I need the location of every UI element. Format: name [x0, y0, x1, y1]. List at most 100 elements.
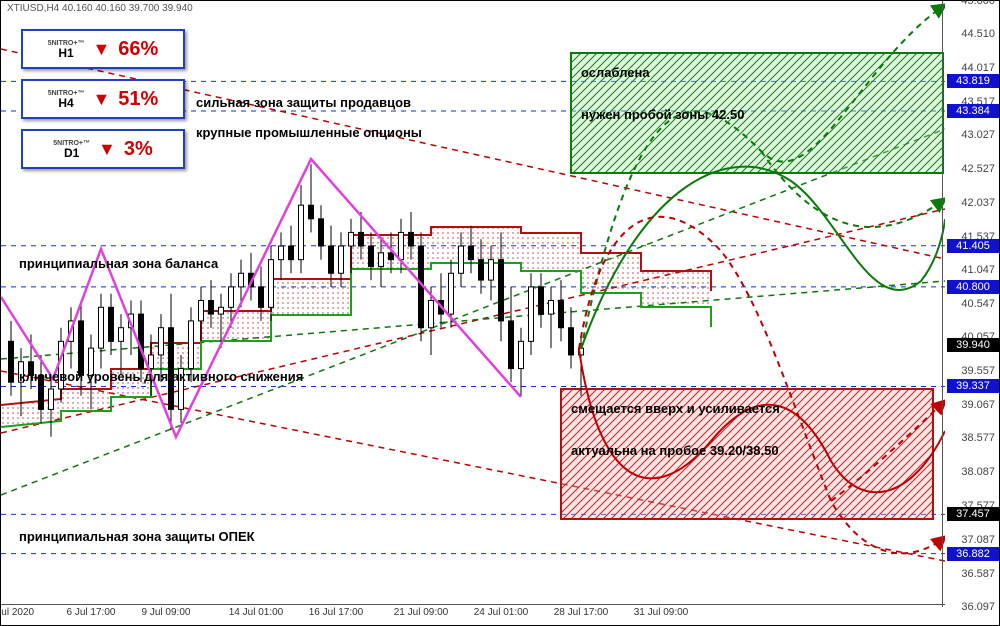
candle-body [209, 300, 214, 314]
x-tick: 14 Jul 01:00 [229, 607, 284, 618]
candle-body [349, 232, 354, 246]
candle-body [509, 321, 514, 369]
x-tick: 24 Jul 01:00 [474, 607, 529, 618]
candle-body [449, 273, 454, 314]
y-tick: 36.097 [943, 601, 999, 613]
annotation-text: сильная зона защиты продавцов [196, 95, 411, 110]
candle-body [189, 321, 194, 369]
indicator-percent: 66% [118, 38, 158, 61]
x-tick: 21 Jul 09:00 [394, 607, 449, 618]
candle-body [219, 307, 224, 314]
candle-body [99, 307, 104, 348]
annotation-text: ключевой уровень для активного снижения [19, 369, 303, 384]
y-tick: 45.000 [943, 0, 999, 7]
x-tick: 16 Jul 17:00 [309, 607, 364, 618]
candle-body [479, 260, 484, 280]
y-tick: 40.547 [943, 298, 999, 310]
zoneGreen-label: нужен пробой зоны 42.50 [581, 107, 744, 122]
candle-body [299, 205, 304, 259]
y-tick: 42.527 [943, 163, 999, 175]
candle-body [309, 205, 314, 219]
price-label: 43.819 [947, 74, 999, 88]
candle-body [79, 321, 84, 375]
candle-body [519, 341, 524, 368]
candle-body [319, 219, 324, 246]
candle-body [339, 246, 344, 273]
y-tick: 44.017 [943, 62, 999, 74]
zoneRed-label: смещается вверх и усиливается [571, 401, 780, 416]
candle-body [469, 246, 474, 260]
x-tick: 28 Jul 17:00 [554, 607, 609, 618]
x-tick: 9 Jul 09:00 [142, 607, 191, 618]
candle-body [529, 287, 534, 341]
candle-body [409, 232, 414, 246]
candle-body [259, 287, 264, 307]
candle-body [139, 314, 144, 368]
plot-area[interactable]: XTIUSD,H4 40.160 40.160 39.700 39.940 5N… [1, 1, 945, 607]
candle-body [109, 307, 114, 341]
price-label: 39.337 [947, 379, 999, 393]
candle-body [49, 389, 54, 409]
timeframe-label: 5NITRO+™H1 [48, 40, 85, 59]
y-tick: 38.577 [943, 432, 999, 444]
price-label: 40.800 [947, 280, 999, 294]
candle-body [229, 287, 234, 307]
timeframe-label: 5NITRO+™D1 [53, 140, 90, 159]
y-axis: 45.00044.51044.01743.51743.02742.52742.0… [942, 1, 999, 607]
candle-body [559, 300, 564, 327]
indicator-percent: 51% [118, 88, 158, 111]
price-label: 43.384 [947, 104, 999, 118]
chart-header: XTIUSD,H4 40.160 40.160 39.700 39.940 [7, 3, 193, 14]
price-label: 36.882 [947, 547, 999, 561]
x-tick: 1 Jul 2020 [0, 607, 34, 618]
y-tick: 39.557 [943, 365, 999, 377]
indicator-box-h1: 5NITRO+™H1 ▼ 66% [21, 29, 185, 69]
price-label: 39.940 [947, 338, 999, 352]
annotation-text: принципиальная зона защиты ОПЕК [19, 529, 255, 544]
down-arrow-icon: ▼ [98, 140, 116, 158]
timeframe-label: 5NITRO+™H4 [48, 90, 85, 109]
y-tick: 38.087 [943, 466, 999, 478]
candle-body [199, 300, 204, 320]
annotation-text: крупные промышленные опционы [196, 125, 422, 140]
zoneGreen-label: ослаблена [581, 65, 650, 80]
indicator-percent: 3% [124, 138, 153, 161]
candle-body [399, 232, 404, 259]
candle-body [329, 246, 334, 273]
price-label: 41.405 [947, 239, 999, 253]
candle-body [499, 260, 504, 321]
y-tick: 42.037 [943, 197, 999, 209]
annotation-text: принципиальная зона баланса [19, 256, 218, 271]
candle-body [289, 246, 294, 260]
candle-body [539, 287, 544, 314]
chart-root: XTIUSD,H4 40.160 40.160 39.700 39.940 5N… [0, 0, 1000, 626]
x-tick: 31 Jul 09:00 [634, 607, 689, 618]
y-tick: 39.067 [943, 399, 999, 411]
candle-body [149, 355, 154, 369]
indicator-box-h4: 5NITRO+™H4 ▼ 51% [21, 79, 185, 119]
candle-body [239, 273, 244, 287]
candle-body [489, 260, 494, 280]
candle-body [159, 328, 164, 355]
candle-body [119, 328, 124, 342]
candle-body [369, 246, 374, 266]
y-tick: 37.087 [943, 534, 999, 546]
y-tick: 36.587 [943, 568, 999, 580]
candle-body [459, 246, 464, 273]
y-tick: 43.027 [943, 129, 999, 141]
candle-body [379, 253, 384, 267]
candle-body [569, 328, 574, 355]
y-tick: 44.510 [943, 28, 999, 40]
candle-body [279, 246, 284, 260]
candle-body [429, 300, 434, 327]
x-axis: 1 Jul 2020 6 Jul 17:00 9 Jul 09:00 14 Jul 0… [1, 604, 945, 625]
down-arrow-icon: ▼ [92, 40, 110, 58]
x-tick: 6 Jul 17:00 [67, 607, 116, 618]
zoneRed-label: актуальна на пробое 39.20/38.50 [571, 443, 779, 458]
candle-body [549, 300, 554, 314]
price-label: 37.457 [947, 507, 999, 521]
down-arrow-icon: ▼ [92, 90, 110, 108]
candle-body [389, 253, 394, 260]
candle-body [9, 341, 14, 382]
candle-body [359, 232, 364, 246]
